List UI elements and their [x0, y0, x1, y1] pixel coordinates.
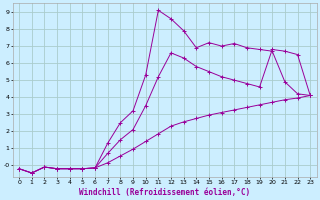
X-axis label: Windchill (Refroidissement éolien,°C): Windchill (Refroidissement éolien,°C) [79, 188, 250, 197]
